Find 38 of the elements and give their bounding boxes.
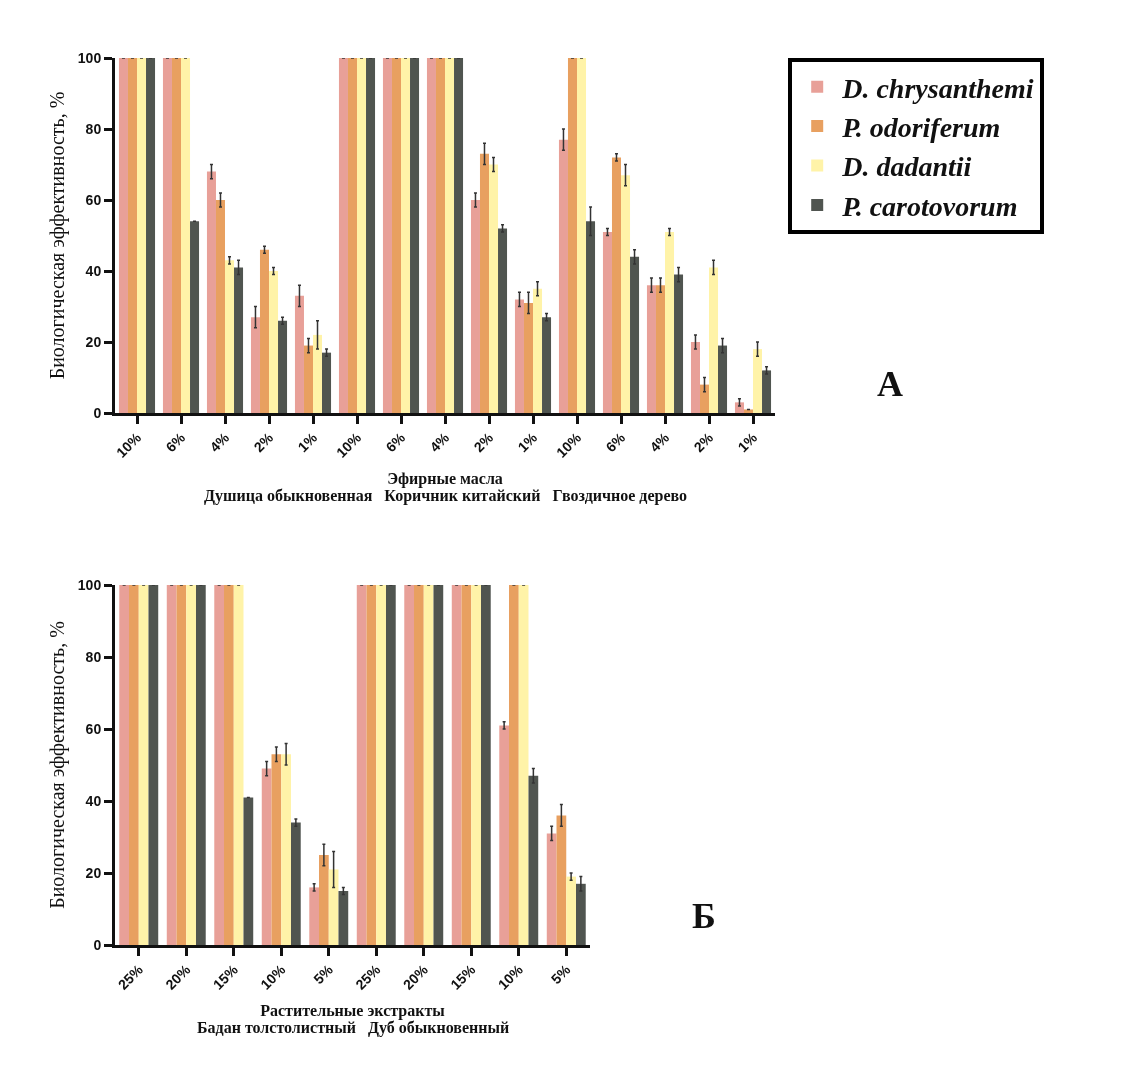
y-tick-label: 20 (85, 864, 102, 881)
x-tick-label: 2% (250, 429, 277, 456)
text: А (877, 364, 903, 404)
y-tick-label: 0 (93, 404, 102, 421)
y-axis-title: Биологическая эффективность, % (46, 91, 70, 380)
x-tick-label: 4% (426, 429, 453, 456)
text: Б (692, 896, 716, 936)
y-tick-label: 60 (85, 720, 102, 737)
x-tick-label: 6% (602, 429, 629, 456)
x-tick-label: 2% (470, 429, 497, 456)
x-tick-label: 1% (294, 429, 321, 456)
x-tick-label: 5% (547, 961, 574, 988)
x-tick-label: 2% (690, 429, 717, 456)
x-tick-label: 6% (382, 429, 409, 456)
text: Душица обыкновенная Коричник китайский Гвоздичное дерево (204, 487, 688, 505)
y-tick-label: 80 (85, 120, 102, 137)
x-axis-title: Эфирные масла (387, 470, 503, 489)
y-tick-label: 20 (85, 333, 102, 350)
legend-label: D. dadantii (841, 151, 972, 183)
y-tick-label: 60 (85, 191, 102, 208)
x-tick-label: 6% (162, 429, 189, 456)
y-tick-label: 100 (77, 49, 102, 66)
x-tick-label: 4% (206, 429, 233, 456)
legend-label: P. carotovorum (841, 190, 1018, 222)
y-tick-label: 100 (77, 576, 102, 593)
x-tick-label: 5% (310, 961, 337, 988)
x-tick-label: 1% (514, 429, 541, 456)
y-axis-title: Биологическая эффективность, % (46, 621, 70, 909)
x-tick-label: 4% (646, 429, 673, 456)
y-tick-label: 40 (85, 792, 102, 809)
y-tick-label: 40 (85, 262, 102, 279)
legend-label: P. odoriferum (841, 112, 1001, 144)
y-tick-label: 80 (85, 648, 102, 665)
y-tick-label: 0 (93, 936, 102, 953)
text: Бадан толстолистный Дуб обыкновенный (197, 1019, 510, 1037)
legend-label: D. chrysanthemi (841, 72, 1034, 104)
x-tick-label: 1% (734, 429, 761, 456)
x-axis-title: Растительные экстракты (260, 1002, 446, 1021)
